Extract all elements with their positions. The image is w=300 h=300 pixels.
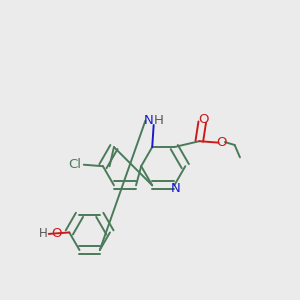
Text: Cl: Cl [68, 158, 81, 171]
Text: N: N [171, 182, 181, 195]
Text: H: H [154, 114, 164, 127]
Text: O: O [199, 112, 209, 126]
Text: O: O [51, 227, 61, 240]
Text: H: H [39, 227, 47, 240]
Text: O: O [217, 136, 227, 148]
Text: N: N [143, 114, 153, 127]
